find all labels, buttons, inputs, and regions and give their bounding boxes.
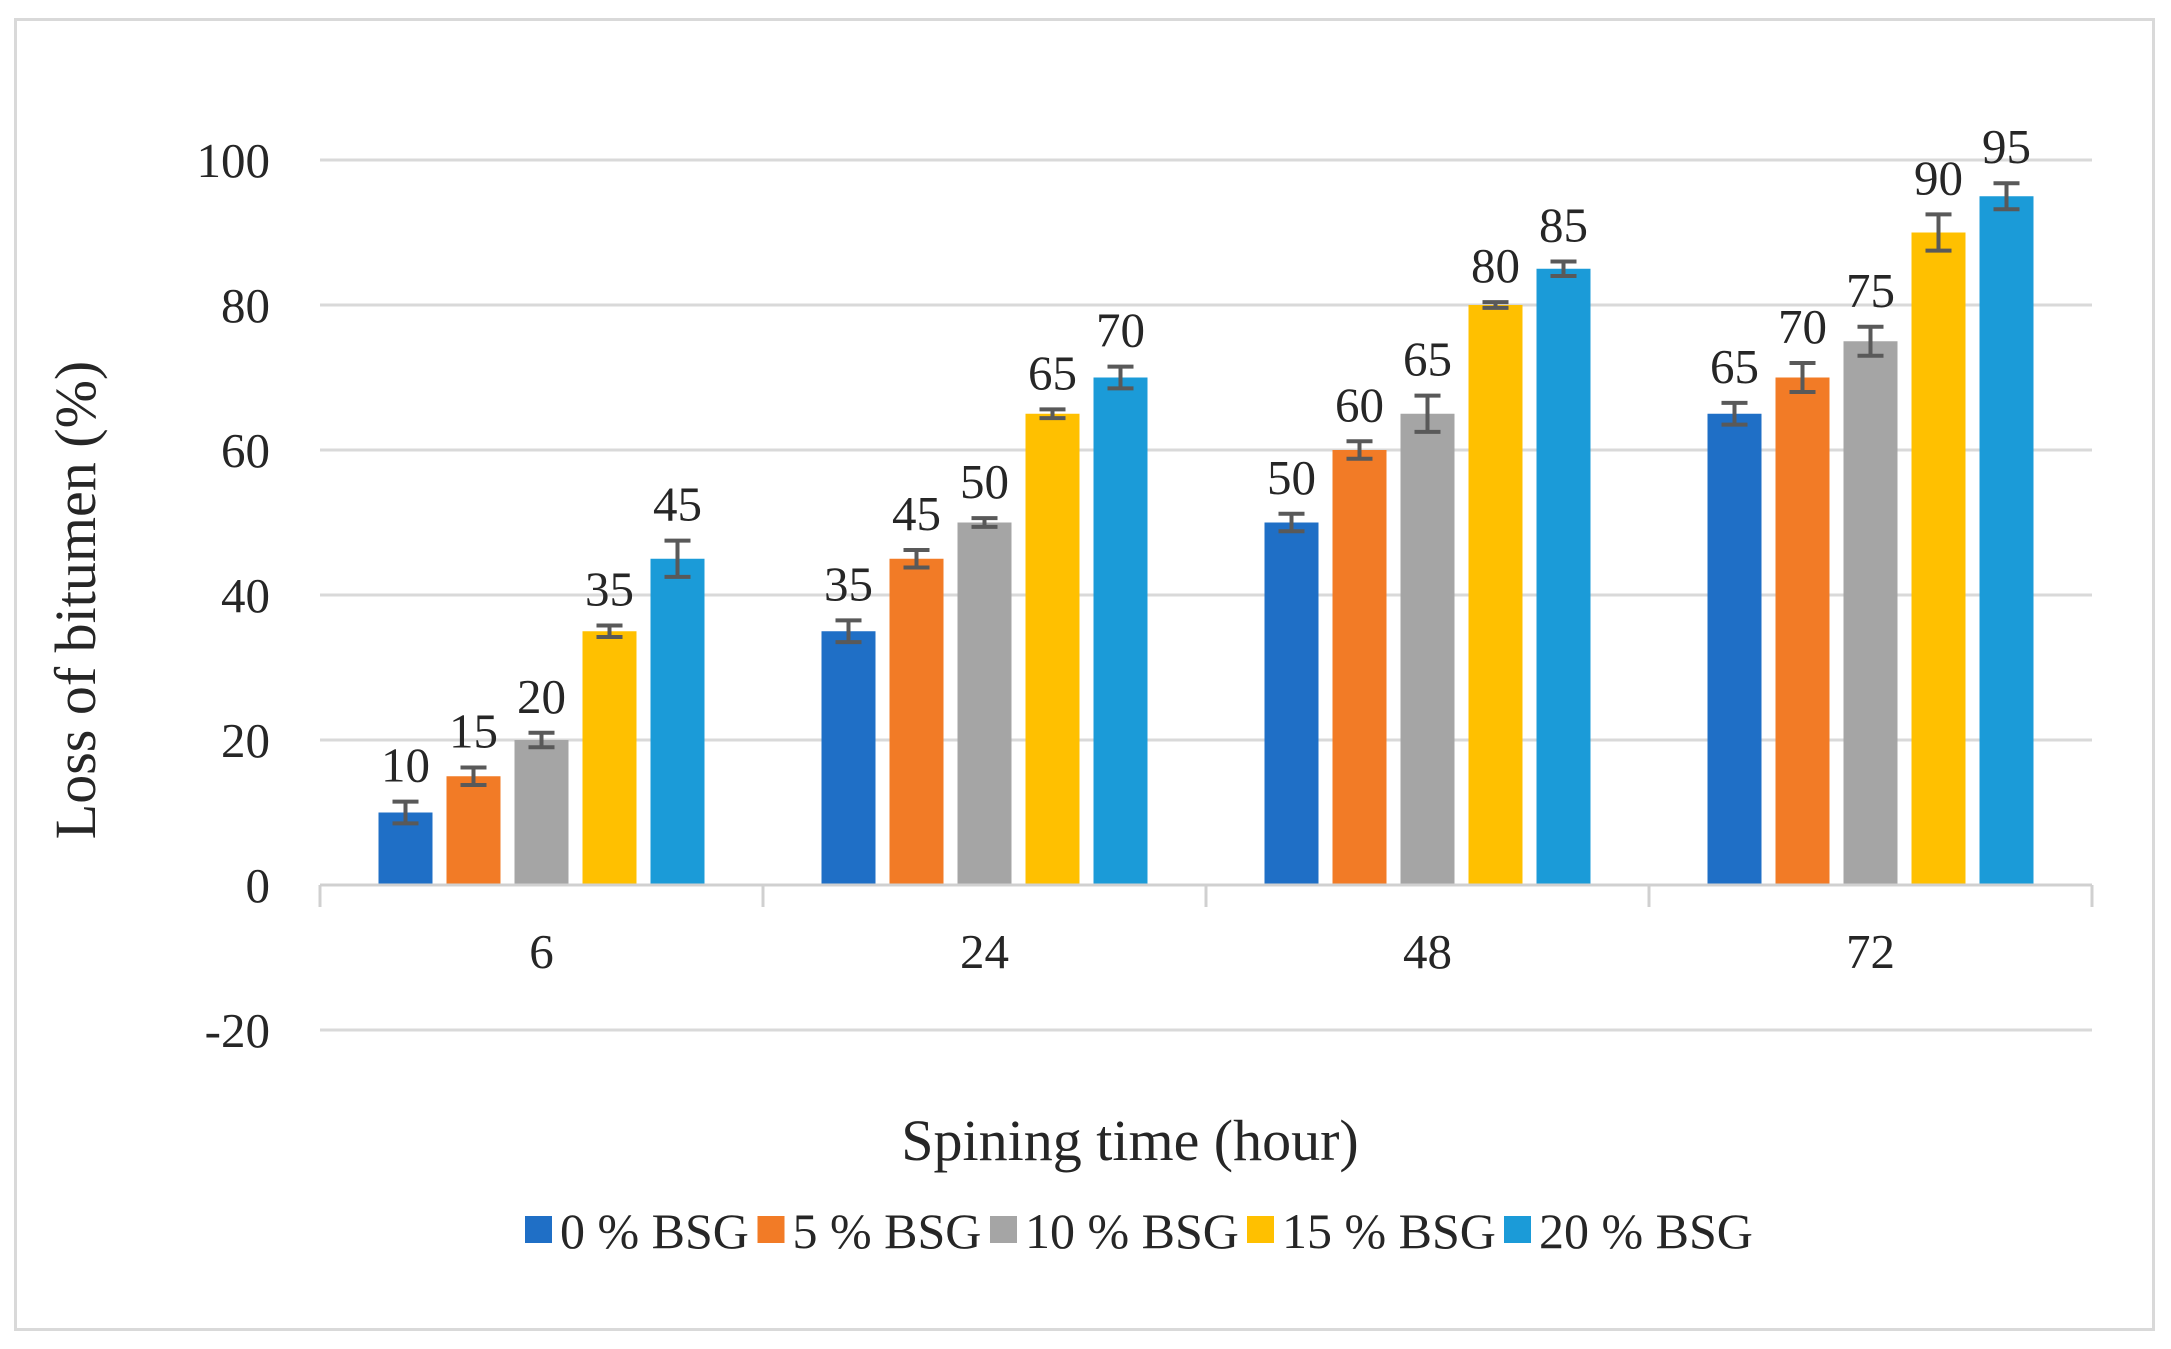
- data-label: 65: [1028, 345, 1077, 400]
- legend-swatch: [1504, 1216, 1531, 1243]
- bar: [889, 558, 944, 885]
- data-label: 90: [1914, 150, 1963, 205]
- data-label: 45: [892, 486, 941, 541]
- data-label: 80: [1471, 238, 1520, 293]
- data-label: 20: [517, 669, 566, 724]
- bars: [378, 181, 2034, 885]
- x-tick-label: 72: [1846, 924, 1895, 979]
- bar: [1707, 413, 1762, 885]
- data-label: 45: [653, 477, 702, 532]
- y-tick-label: -20: [205, 1003, 270, 1058]
- bar: [1536, 268, 1591, 885]
- bar: [1468, 305, 1523, 885]
- bar: [1843, 341, 1898, 885]
- legend-label: 5 % BSG: [793, 1203, 982, 1259]
- bar: [650, 558, 705, 885]
- x-tick-label: 24: [960, 924, 1009, 979]
- legend-label: 20 % BSG: [1539, 1203, 1753, 1259]
- data-labels: 10 35 50 65 15 45 60 70 20 50 65 75 35 65 80 90 45 70 85 95: [381, 119, 2031, 792]
- data-label: 10: [381, 738, 430, 793]
- x-tick-label: 48: [1403, 924, 1452, 979]
- data-label: 70: [1778, 299, 1827, 354]
- legend-label: 0 % BSG: [560, 1203, 749, 1259]
- bar: [1911, 232, 1966, 885]
- data-label: 95: [1982, 119, 2031, 174]
- bar: [582, 631, 637, 885]
- bar: [1093, 377, 1148, 885]
- legend-swatch: [757, 1216, 785, 1243]
- legend-label: 15 % BSG: [1282, 1203, 1496, 1259]
- data-label: 15: [449, 704, 498, 759]
- y-axis-title: Loss of bitumen (%): [43, 361, 108, 839]
- y-tick-label: 40: [221, 568, 270, 623]
- legend-swatch: [1247, 1216, 1274, 1243]
- axes: -20 0 20 40 60 80 100 6 24 48 72: [197, 133, 2094, 1058]
- bar: [1332, 450, 1387, 885]
- bar: [1775, 377, 1830, 885]
- bar: [514, 740, 569, 885]
- y-tick-label: 100: [197, 133, 271, 188]
- data-label: 60: [1335, 377, 1384, 432]
- y-tick-label: 0: [246, 858, 271, 913]
- x-tick-label: 6: [529, 924, 554, 979]
- data-label: 65: [1403, 332, 1452, 387]
- y-tick-label: 80: [221, 278, 270, 333]
- data-label: 70: [1096, 303, 1145, 358]
- bar: [1400, 413, 1455, 885]
- data-label: 35: [824, 556, 873, 611]
- data-label: 50: [960, 454, 1009, 509]
- legend: 0 % BSG 5 % BSG 10 % BSG 15 % BSG 20 % BSG: [525, 1203, 1753, 1259]
- bar: [1025, 413, 1080, 885]
- data-label: 50: [1267, 450, 1316, 505]
- legend-swatch: [525, 1216, 552, 1243]
- x-axis-title: Spining time (hour): [901, 1108, 1359, 1173]
- bar: [1979, 196, 2034, 885]
- legend-swatch: [990, 1216, 1017, 1243]
- data-label: 85: [1539, 198, 1588, 253]
- data-label: 75: [1846, 263, 1895, 318]
- y-tick-label: 60: [221, 423, 270, 478]
- bar: [821, 631, 876, 885]
- legend-label: 10 % BSG: [1025, 1203, 1239, 1259]
- y-tick-label: 20: [221, 713, 270, 768]
- bar: [446, 776, 501, 885]
- data-label: 35: [585, 561, 634, 616]
- bar: [957, 522, 1012, 885]
- data-label: 65: [1710, 339, 1759, 394]
- bar: [1264, 522, 1319, 885]
